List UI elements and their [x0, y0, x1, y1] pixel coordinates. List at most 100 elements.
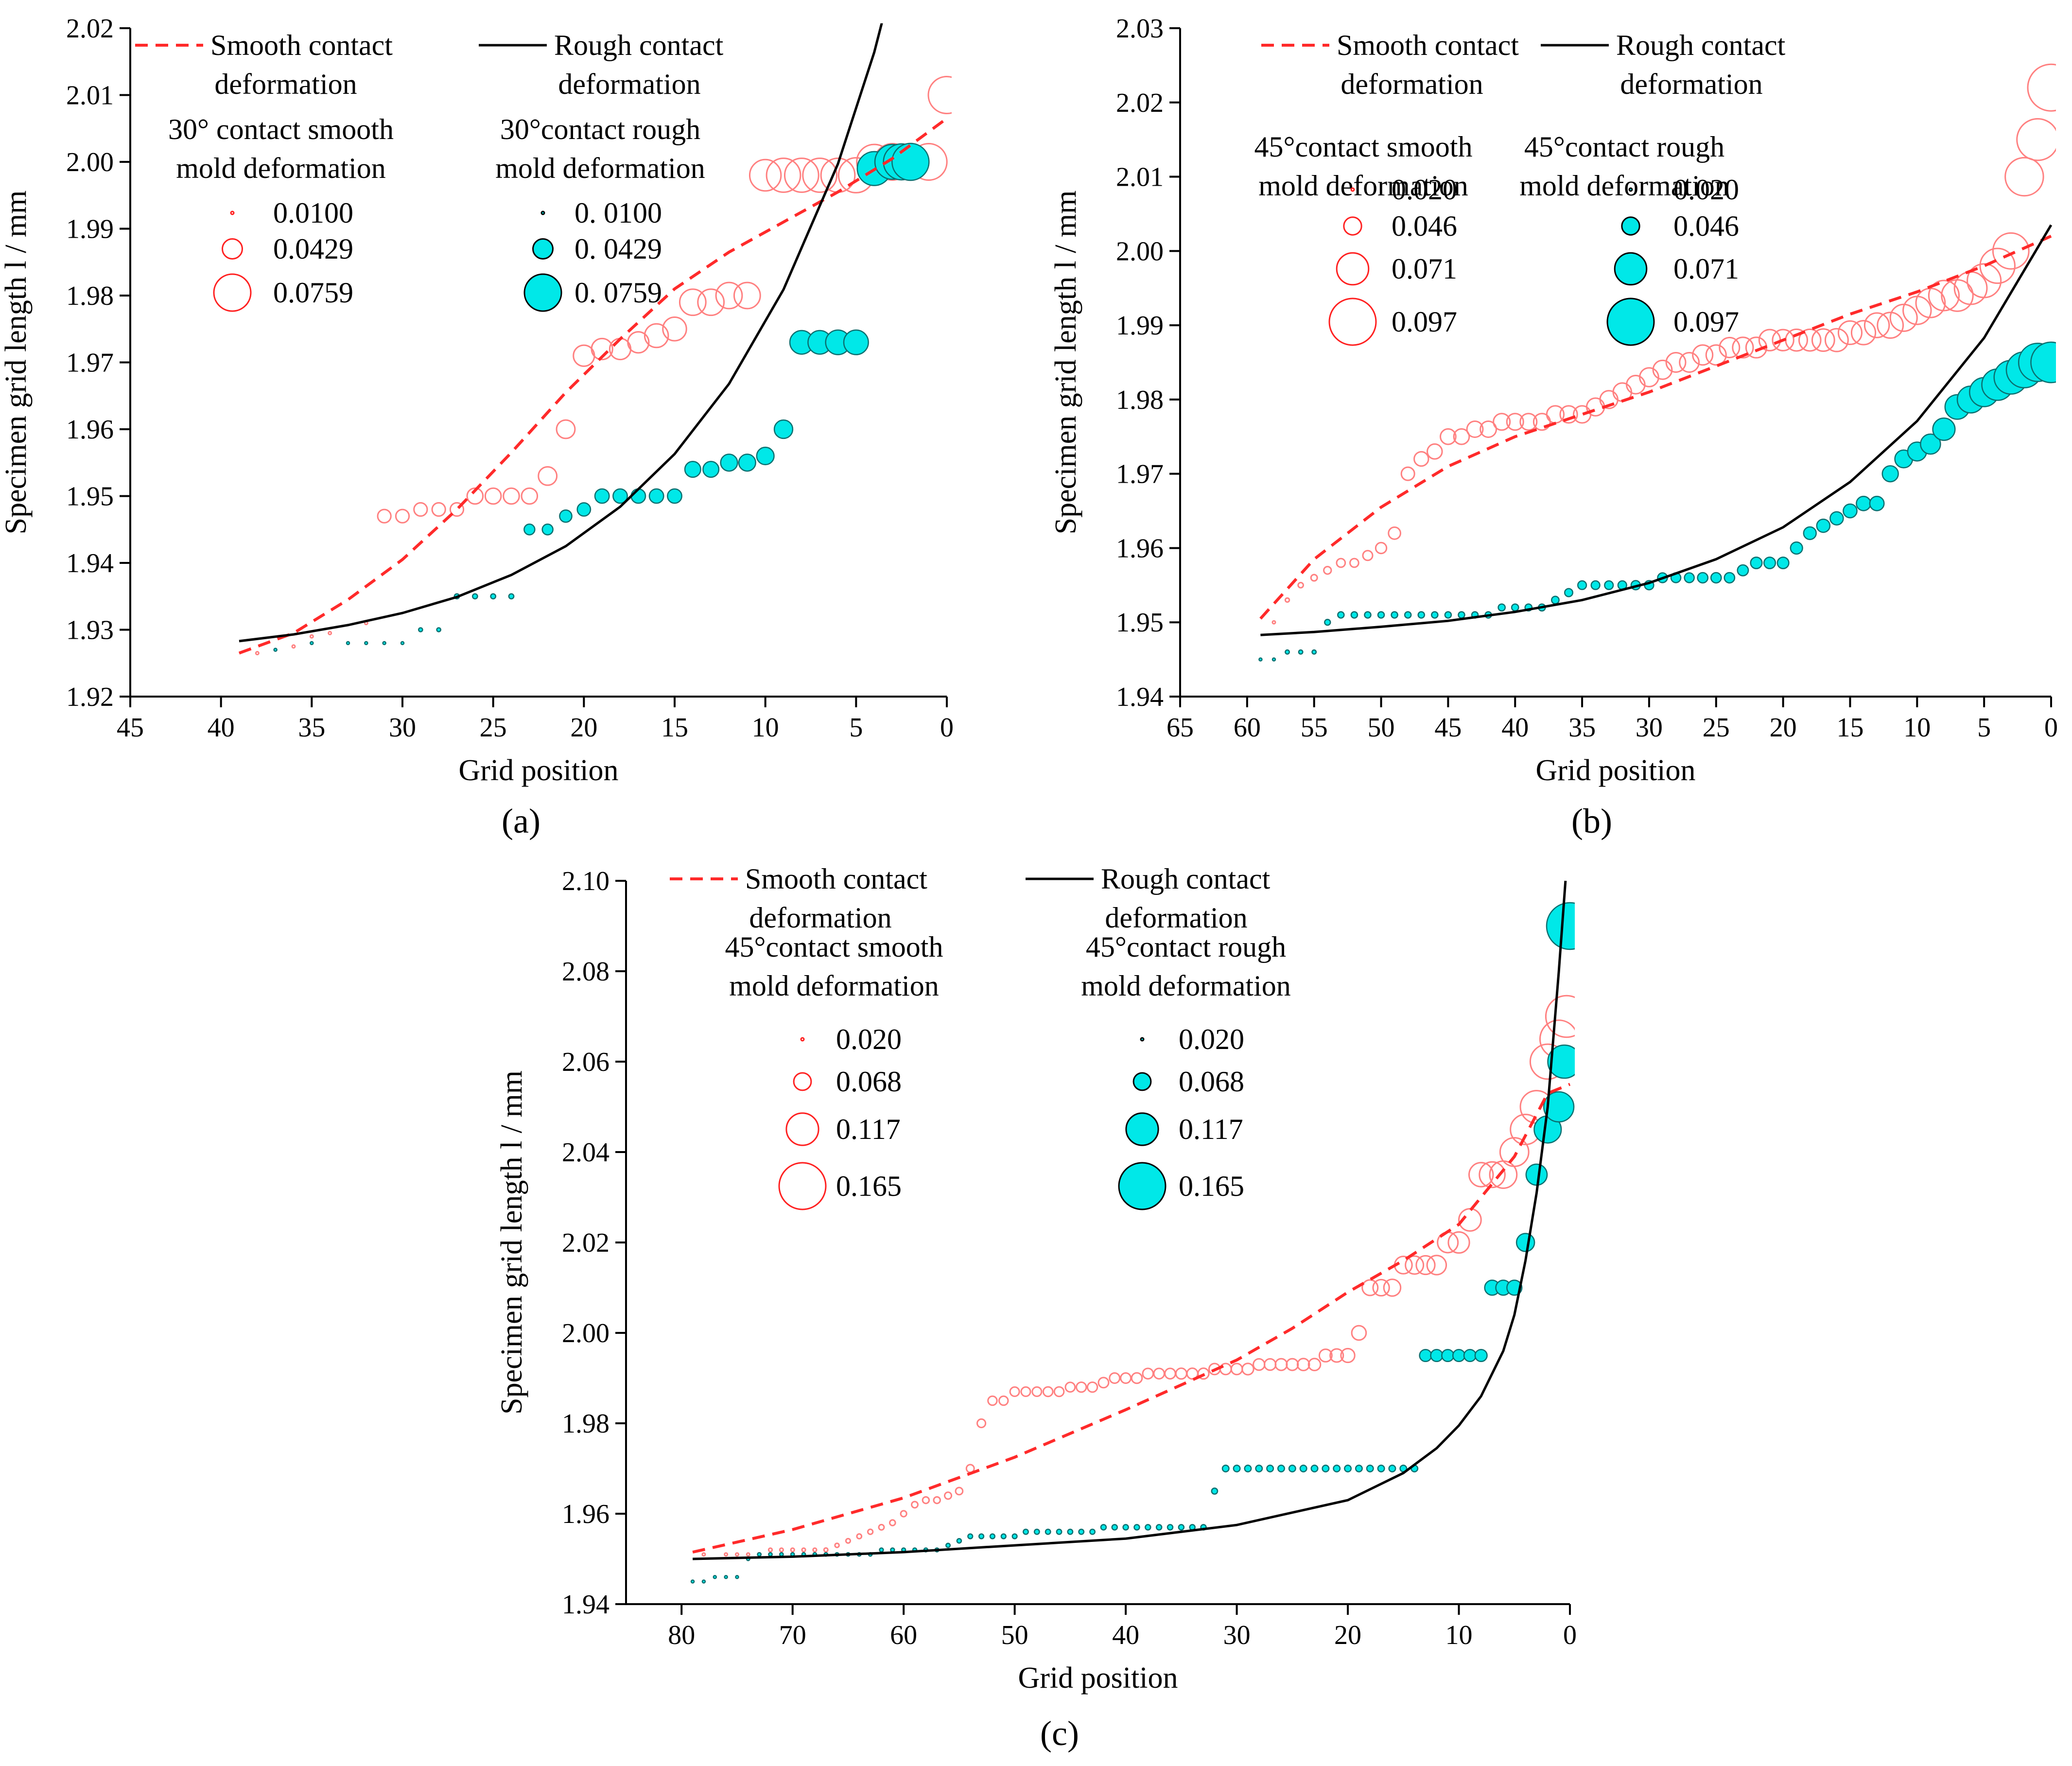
rough-data-point [1288, 1465, 1296, 1472]
rough-data-point [989, 1533, 996, 1539]
rough-data-point [400, 641, 405, 646]
rough-contact-deformation-line [239, 23, 883, 643]
y-tick-label: 2.02 [1116, 88, 1164, 118]
smooth-data-point [1375, 542, 1388, 555]
rough-data-point [1266, 1465, 1274, 1472]
rough-data-point [648, 488, 664, 504]
rough-data-point [1311, 649, 1317, 655]
x-tick-label: 70 [779, 1620, 806, 1650]
smooth-data-point [1499, 1137, 1530, 1167]
legend-series-title: 45°contact smooth [1254, 131, 1473, 163]
rough-data-point [1355, 1465, 1363, 1472]
rough-data-point [1344, 1465, 1352, 1472]
smooth-data-point [1679, 352, 1700, 373]
legend-line-label: Rough contact [1101, 863, 1271, 895]
legend-smooth-size-marker [1343, 216, 1362, 236]
y-tick-label: 1.98 [66, 281, 114, 311]
legend-smooth-size-marker [1336, 252, 1370, 286]
legend-series-title: 45°contact rough [1524, 131, 1724, 163]
smooth-data-point [911, 1501, 919, 1509]
smooth-data-point [2027, 63, 2056, 112]
legend-rough-size-marker [1614, 252, 1648, 286]
rough-data-point [1145, 1524, 1151, 1531]
legend-line-label: deformation [749, 902, 891, 934]
rough-data-point [702, 460, 720, 478]
rough-data-point [1350, 611, 1358, 619]
rough-data-point [1333, 1465, 1341, 1472]
smooth-data-point [1798, 328, 1822, 352]
legend-size-label: 0.020 [836, 1023, 902, 1055]
plot-area [238, 23, 952, 656]
rough-data-point [1790, 541, 1803, 555]
y-tick-label: 1.94 [562, 1590, 609, 1620]
legend-size-label: 0.068 [1179, 1066, 1244, 1098]
smooth-data-point [889, 1519, 896, 1526]
smooth-data-point [1413, 451, 1429, 467]
rough-data-point [1869, 495, 1885, 511]
rough-data-point [1178, 1524, 1185, 1531]
rough-data-point [1167, 1524, 1174, 1531]
rough-data-point [978, 1533, 985, 1539]
smooth-contact-deformation-line [1259, 235, 2052, 620]
smooth-data-point [521, 487, 539, 505]
rough-data-point [523, 524, 536, 536]
smooth-data-point [1545, 995, 1575, 1038]
rough-data-point [1000, 1533, 1007, 1539]
rough-data-point [690, 1579, 695, 1584]
smooth-data-point [987, 1395, 998, 1406]
legend-size-label: 0.117 [1179, 1113, 1243, 1145]
y-tick-label: 2.04 [562, 1137, 609, 1168]
smooth-data-point [1493, 413, 1511, 431]
legend-size-label: 0.0100 [273, 197, 353, 229]
legend-series-title: 45°contact smooth [725, 931, 943, 963]
smooth-data-point [1372, 1278, 1390, 1297]
smooth-contact-deformation-line [238, 117, 948, 655]
rough-data-point [1546, 902, 1575, 950]
legend-line-label: deformation [558, 68, 700, 100]
rough-data-point [594, 488, 610, 504]
rough-data-point [1133, 1524, 1140, 1531]
smooth-data-point [1732, 336, 1754, 359]
smooth-data-point [1086, 1381, 1098, 1393]
legend-smooth-size-marker [785, 1112, 819, 1146]
smooth-data-point [503, 487, 520, 505]
smooth-data-point [1480, 420, 1497, 438]
smooth-data-point [1297, 581, 1304, 589]
smooth-data-point [1772, 329, 1794, 351]
rough-data-point [1089, 1528, 1096, 1535]
panel-label: (c) [1040, 1714, 1079, 1753]
rough-data-point [1776, 556, 1790, 570]
x-tick-label: 30 [389, 713, 416, 743]
rough-data-point [1856, 495, 1871, 511]
legend-rough-size-marker [1628, 187, 1633, 192]
rough-data-point [1011, 1533, 1018, 1539]
rough-data-point [1067, 1528, 1074, 1535]
legend-series-title: mold deformation [495, 152, 705, 184]
x-tick-label: 60 [1234, 713, 1261, 743]
smooth-data-point [1719, 336, 1741, 358]
legend-series-title: mold deformation [1258, 170, 1468, 202]
smooth-data-point [1109, 1372, 1121, 1384]
rough-data-point [576, 502, 592, 517]
y-tick-label: 1.93 [66, 615, 114, 646]
smooth-data-point [823, 1547, 829, 1553]
y-tick-label: 1.95 [1116, 608, 1164, 638]
x-tick-label: 25 [1703, 713, 1730, 743]
rough-mold-deformation-series [690, 902, 1575, 1584]
rough-data-point [1577, 580, 1587, 590]
smooth-data-point [1447, 1231, 1470, 1254]
rough-data-point [1604, 580, 1614, 590]
rough-data-point [1271, 657, 1276, 662]
rough-data-point [1211, 1487, 1219, 1495]
y-axis-title: Specimen grid length l / mm [495, 1070, 528, 1415]
legend-smooth-size-marker [1328, 297, 1377, 346]
smooth-data-point [766, 157, 801, 193]
smooth-data-point [784, 157, 819, 193]
rough-data-point [1441, 1348, 1455, 1363]
rough-data-point [1511, 603, 1519, 612]
smooth-data-point [1053, 1386, 1065, 1398]
rough-data-point [1155, 1524, 1163, 1531]
rough-data-point [1322, 1465, 1330, 1472]
rough-data-point [559, 509, 573, 523]
